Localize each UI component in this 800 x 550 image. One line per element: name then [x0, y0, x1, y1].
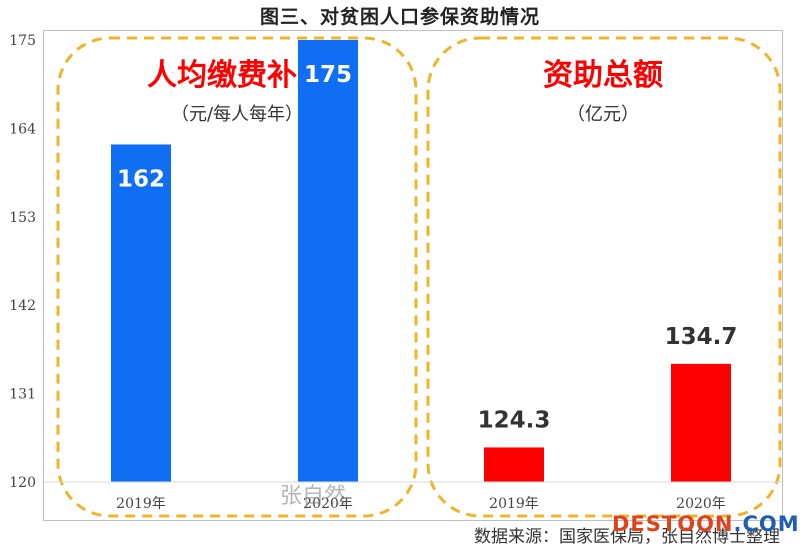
- source-note: 数据来源：国家医保局，张自然博士整理: [474, 527, 780, 547]
- bar: [298, 40, 358, 482]
- y-tick-label: 120: [9, 475, 36, 491]
- group-label: 资助总额: [543, 58, 663, 93]
- bar: [111, 144, 171, 483]
- bar: [484, 447, 544, 482]
- y-tick-label: 175: [9, 33, 36, 49]
- bar-value-label: 162: [117, 166, 165, 192]
- group-dashed-box: [426, 36, 782, 518]
- y-tick-label: 131: [9, 387, 36, 403]
- group-label: 人均缴费补贴: [147, 58, 327, 93]
- x-tick-label: 2019年: [489, 496, 539, 512]
- y-tick-label: 164: [9, 121, 36, 137]
- y-tick-label: 142: [9, 298, 36, 314]
- bar-value-label: 124.3: [478, 407, 551, 433]
- y-tick-label: 153: [9, 210, 36, 226]
- x-tick-label: 2019年: [116, 496, 166, 512]
- group-dashed-box: [56, 36, 418, 518]
- site-logo: DESTOON.COM: [612, 512, 800, 536]
- site-logo-part1: DESTOON: [612, 512, 734, 536]
- bar-value-label: 175: [304, 62, 352, 88]
- bar-value-label: 134.7: [665, 324, 738, 350]
- watermark-text: 张自然: [280, 484, 347, 509]
- x-tick-label: 2020年: [676, 496, 726, 512]
- plot-frame: [43, 30, 783, 521]
- chart-title: 图三、对贫困人口参保资助情况: [259, 6, 540, 28]
- site-logo-part2: .COM: [733, 512, 800, 536]
- x-tick-label: 2020年: [303, 496, 353, 512]
- group-unit-label: （亿元）: [567, 104, 639, 125]
- bar: [671, 363, 731, 482]
- group-unit-label: （元/每人每年）: [171, 104, 303, 125]
